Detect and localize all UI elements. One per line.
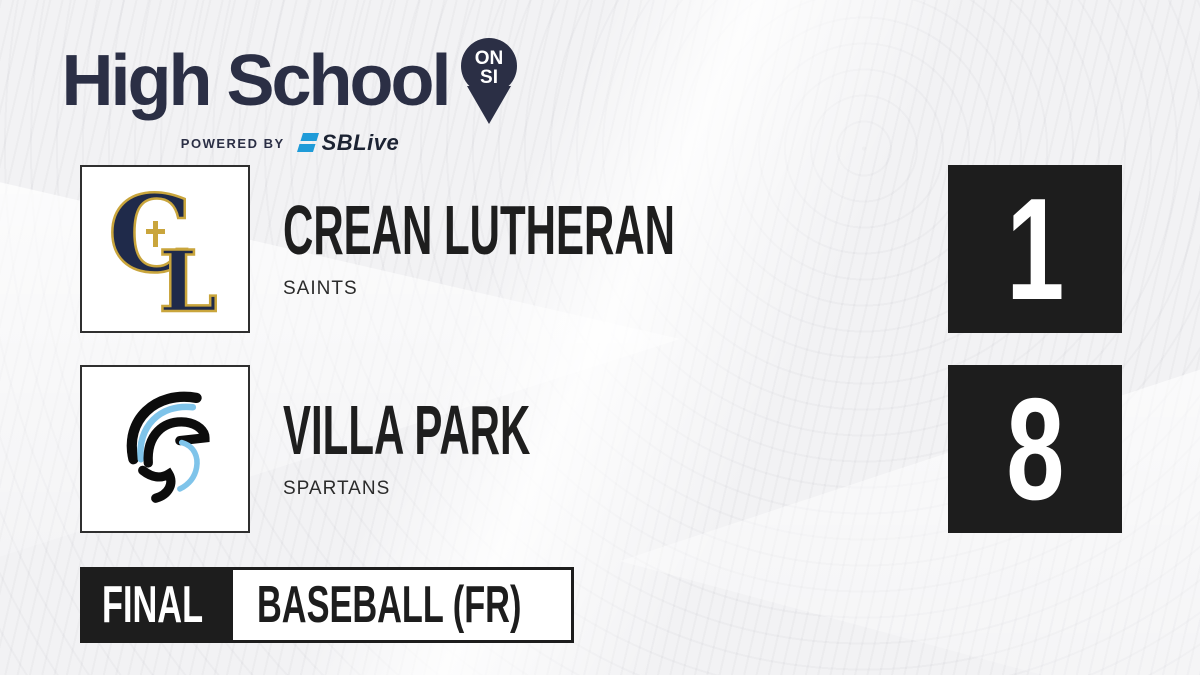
crean-lutheran-cl-monogram-icon: C L [107, 179, 219, 319]
powered-by-row: POWERED BY SBLive [60, 130, 520, 156]
team-name: CREAN LUTHERAN [283, 190, 675, 269]
team-identity: CREAN LUTHERAN SAINTS [283, 165, 936, 333]
team-score-box: 1 [948, 165, 1122, 333]
brand-lockup: High School ON SI [60, 36, 520, 126]
event-label: BASEBALL (FR) [257, 576, 522, 634]
sblive-logo: SBLive [294, 130, 400, 156]
cross-icon [146, 221, 165, 247]
team-score: 8 [1005, 367, 1065, 530]
team-score: 1 [1005, 167, 1065, 330]
villa-park-spartan-helmet-icon [126, 391, 210, 503]
team-logo-box: C L [80, 165, 250, 333]
location-pin-icon: ON SI [461, 38, 518, 124]
team-name: VILLA PARK [283, 390, 531, 469]
high-school-wordmark: High School [61, 41, 452, 121]
team-score-box: 8 [948, 365, 1122, 533]
sblive-wordmark: SBLive [321, 130, 400, 155]
powered-by-label: POWERED BY [180, 135, 285, 151]
team-mascot: SAINTS [283, 278, 358, 300]
event-box: BASEBALL (FR) [230, 567, 574, 643]
game-status-badge: FINAL BASEBALL (FR) [80, 567, 574, 643]
status-label: FINAL [102, 576, 204, 634]
sblive-s-icon [296, 133, 319, 152]
monogram-letter-c: C [108, 179, 192, 296]
team-row-away: C L CREAN LUTHERAN SAINTS 1 [80, 165, 1122, 333]
status-text-wrap: FINAL [102, 579, 208, 631]
monogram-letter-l: L [158, 232, 217, 319]
header: High School ON SI POWERED BY SBLive [60, 36, 520, 156]
team-identity: VILLA PARK SPARTANS [283, 365, 695, 533]
event-text-wrap: BASEBALL (FR) [257, 579, 547, 631]
pin-text-on: ON [475, 48, 504, 69]
team-logo-box [80, 365, 250, 533]
pin-text-si: SI [481, 67, 499, 88]
team-mascot: SPARTANS [283, 478, 391, 500]
team-row-home: VILLA PARK SPARTANS 8 [80, 365, 1122, 533]
status-final-box: FINAL [80, 567, 230, 643]
